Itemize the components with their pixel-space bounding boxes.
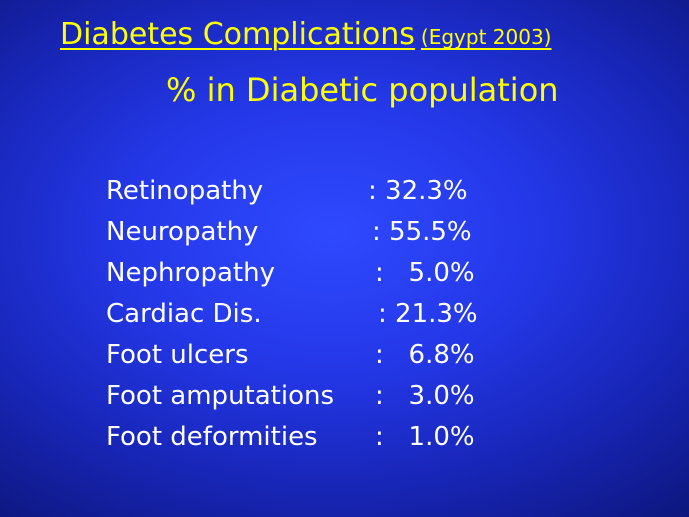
complication-label: Retinopathy — [106, 176, 264, 206]
complication-label: Foot amputations — [106, 381, 335, 411]
slide-title: Diabetes Complications (Egypt 2003) — [60, 20, 552, 50]
complication-value: : 32.3% — [368, 176, 468, 206]
complication-value: : 6.8% — [375, 340, 475, 370]
complication-value: : 55.5% — [372, 217, 472, 247]
complication-value: : 21.3% — [378, 299, 478, 329]
complication-label: Nephropathy — [106, 258, 275, 288]
complication-label: Foot deformities — [106, 422, 318, 452]
complication-label: Neuropathy — [106, 217, 259, 247]
title-note: (Egypt 2003) — [420, 25, 552, 49]
complication-label: Foot ulcers — [106, 340, 249, 370]
complication-label: Cardiac Dis. — [106, 299, 262, 329]
complication-value: : 5.0% — [375, 258, 475, 288]
complication-value: : 1.0% — [375, 422, 475, 452]
complication-value: : 3.0% — [375, 381, 475, 411]
title-main: Diabetes Complications — [60, 17, 415, 52]
slide-subtitle: % in Diabetic population — [166, 71, 559, 109]
